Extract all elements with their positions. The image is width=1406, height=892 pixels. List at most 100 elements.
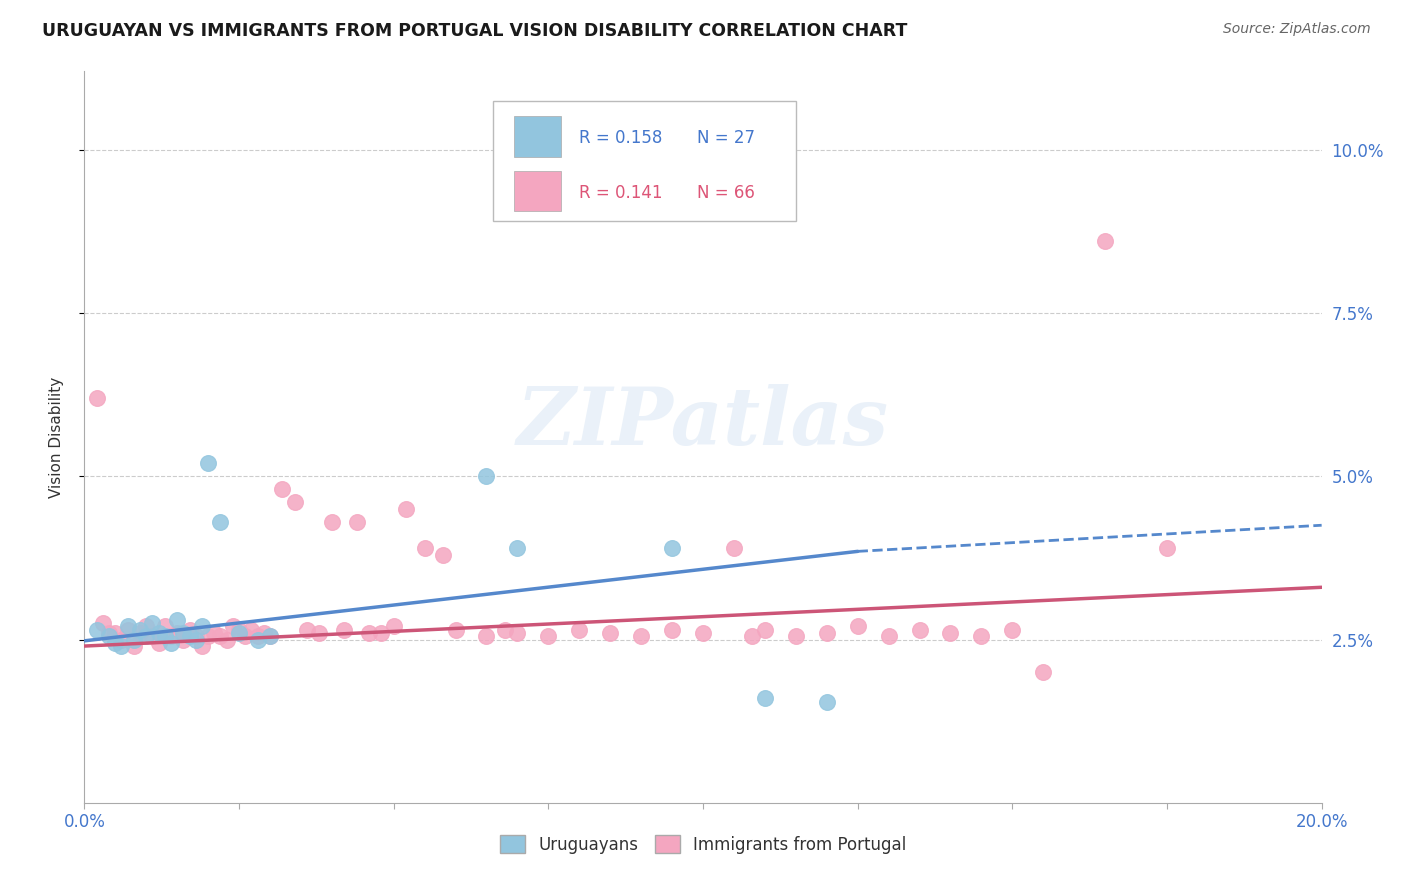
Point	[1156, 541, 1178, 555]
Point	[209, 629, 232, 643]
Point	[432, 548, 454, 562]
Point	[117, 619, 139, 633]
Point	[179, 629, 201, 643]
Point	[98, 629, 121, 643]
Point	[1032, 665, 1054, 680]
Text: R = 0.158: R = 0.158	[579, 129, 662, 147]
Point	[506, 541, 529, 555]
Point	[191, 639, 214, 653]
FancyBboxPatch shape	[513, 170, 561, 211]
Point	[346, 515, 368, 529]
Point	[215, 632, 238, 647]
Point	[877, 629, 900, 643]
Point	[295, 623, 318, 637]
Point	[939, 626, 962, 640]
Point	[537, 629, 560, 643]
Point	[86, 623, 108, 637]
Point	[1001, 623, 1024, 637]
Text: Source: ZipAtlas.com: Source: ZipAtlas.com	[1223, 22, 1371, 37]
Point	[98, 626, 121, 640]
Point	[153, 619, 176, 633]
Point	[202, 626, 225, 640]
Point	[179, 623, 201, 637]
Point	[110, 639, 132, 653]
Point	[723, 541, 745, 555]
Point	[1094, 234, 1116, 248]
Point	[475, 629, 498, 643]
Point	[741, 629, 763, 643]
Point	[246, 629, 269, 643]
Text: N = 66: N = 66	[697, 184, 755, 202]
FancyBboxPatch shape	[513, 116, 561, 157]
Point	[222, 619, 245, 633]
Point	[246, 632, 269, 647]
Point	[141, 616, 163, 631]
Point	[413, 541, 436, 555]
Point	[370, 626, 392, 640]
Point	[129, 623, 152, 637]
Point	[160, 629, 183, 643]
Y-axis label: Vision Disability: Vision Disability	[49, 376, 63, 498]
Point	[630, 629, 652, 643]
Point	[228, 623, 250, 637]
FancyBboxPatch shape	[492, 101, 796, 221]
Point	[506, 626, 529, 640]
Point	[184, 629, 207, 643]
Point	[233, 629, 256, 643]
Point	[661, 541, 683, 555]
Point	[321, 515, 343, 529]
Point	[970, 629, 993, 643]
Point	[240, 623, 263, 637]
Point	[692, 626, 714, 640]
Text: ZIPatlas: ZIPatlas	[517, 384, 889, 461]
Point	[568, 623, 591, 637]
Point	[253, 626, 276, 640]
Point	[815, 626, 838, 640]
Point	[908, 623, 931, 637]
Point	[110, 632, 132, 647]
Point	[166, 613, 188, 627]
Point	[191, 619, 214, 633]
Point	[197, 629, 219, 643]
Point	[141, 629, 163, 643]
Point	[104, 636, 127, 650]
Point	[122, 639, 145, 653]
Point	[754, 691, 776, 706]
Legend: Uruguayans, Immigrants from Portugal: Uruguayans, Immigrants from Portugal	[494, 829, 912, 860]
Point	[184, 632, 207, 647]
Point	[382, 619, 405, 633]
Point	[395, 502, 418, 516]
Point	[815, 695, 838, 709]
Point	[197, 456, 219, 470]
Point	[135, 629, 157, 643]
Point	[599, 626, 621, 640]
Point	[754, 623, 776, 637]
Point	[259, 629, 281, 643]
Point	[333, 623, 356, 637]
Text: R = 0.141: R = 0.141	[579, 184, 662, 202]
Point	[148, 636, 170, 650]
Point	[494, 623, 516, 637]
Point	[86, 391, 108, 405]
Point	[172, 632, 194, 647]
Point	[122, 632, 145, 647]
Point	[209, 515, 232, 529]
Point	[259, 629, 281, 643]
Point	[846, 619, 869, 633]
Point	[284, 495, 307, 509]
Point	[785, 629, 807, 643]
Point	[308, 626, 330, 640]
Point	[172, 626, 194, 640]
Point	[91, 616, 114, 631]
Point	[444, 623, 467, 637]
Point	[160, 636, 183, 650]
Point	[357, 626, 380, 640]
Point	[135, 619, 157, 633]
Point	[661, 623, 683, 637]
Point	[271, 483, 294, 497]
Point	[148, 626, 170, 640]
Point	[153, 629, 176, 643]
Point	[117, 623, 139, 637]
Point	[475, 469, 498, 483]
Point	[129, 626, 152, 640]
